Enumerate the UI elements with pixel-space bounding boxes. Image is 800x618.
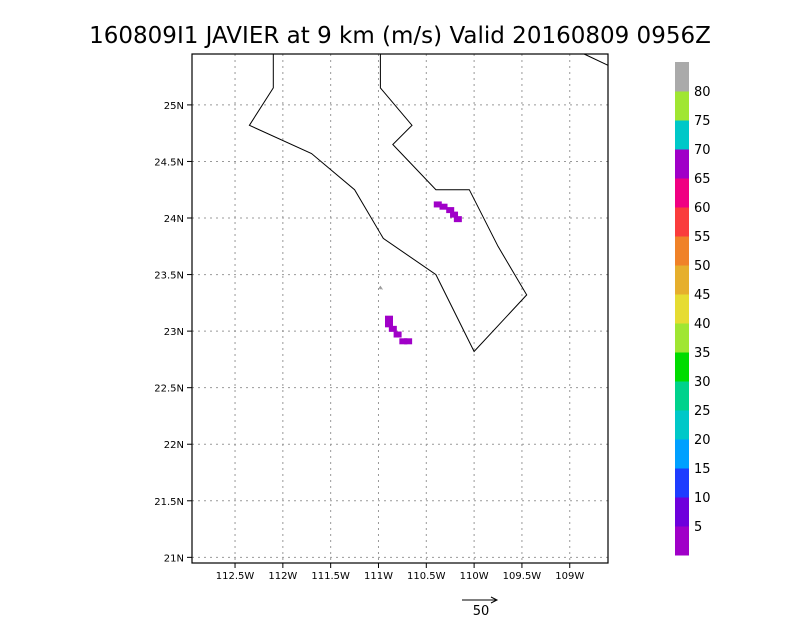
reference-vector: 50 <box>462 596 499 618</box>
colorbar-label: 50 <box>694 259 711 274</box>
colorbar-label: 10 <box>694 491 711 506</box>
x-tick-label: 110.5W <box>407 571 446 582</box>
wind-vector-head <box>377 285 383 290</box>
y-tick-label: 24.5N <box>154 157 184 168</box>
reference-vector-label: 50 <box>473 604 490 618</box>
colorbar-label: 15 <box>694 462 711 477</box>
colorbar-label: 55 <box>694 230 711 245</box>
wind-speed-cell <box>388 325 397 332</box>
y-tick-label: 24N <box>164 214 184 225</box>
colorbar-segment <box>675 62 689 92</box>
colorbar-segment <box>675 468 689 498</box>
y-tick-label: 25N <box>164 101 184 112</box>
colorbar-label: 65 <box>694 172 711 187</box>
wind-speed-cell <box>446 207 455 214</box>
y-tick-label: 22.5N <box>154 384 184 395</box>
coastline <box>583 53 609 66</box>
colorbar-segment <box>675 294 689 324</box>
wind-speed-cell <box>453 216 462 223</box>
x-tick-label: 112.5W <box>216 571 255 582</box>
colorbar-segment <box>675 178 689 208</box>
coastline <box>248 54 528 353</box>
y-tick-label: 21.5N <box>154 497 184 508</box>
wind-speed-cell <box>393 331 402 338</box>
colorbar-label: 30 <box>694 375 711 390</box>
colorbar-segment <box>675 352 689 382</box>
wind-speed-cell <box>385 315 394 322</box>
y-tick-label: 21N <box>164 553 184 564</box>
colorbar-segment <box>675 526 689 556</box>
x-tick-label: 111.5W <box>311 571 350 582</box>
colorbar-label: 75 <box>694 114 711 129</box>
colorbar: 5 10 15 20 25 30 35 40 45 50 55 60 65 70 75 80 <box>675 62 711 556</box>
wind-vectors <box>377 285 383 290</box>
colorbar-label: 5 <box>694 520 702 535</box>
colorbar-label: 80 <box>694 85 711 100</box>
x-tick-label: 109.5W <box>503 571 542 582</box>
colorbar-segment <box>675 497 689 527</box>
wind-speed-cell <box>433 201 442 208</box>
colorbar-label: 25 <box>694 404 711 419</box>
x-tick-label: 112W <box>268 571 297 582</box>
wind-speed-cell <box>385 321 394 328</box>
colorbar-segment <box>675 236 689 266</box>
wind-speed-cell <box>399 338 408 345</box>
y-tick-label: 23N <box>164 327 184 338</box>
colorbar-segment <box>675 120 689 150</box>
wind-speed-cells <box>385 201 462 345</box>
colorbar-label: 40 <box>694 317 711 332</box>
colorbar-segment <box>675 439 689 469</box>
chart-title: 160809I1 JAVIER at 9 km (m/s) Valid 2016… <box>89 23 711 49</box>
x-axis-ticks: 112.5W 112W 111.5W 111W 110.5W 110W 109.5W 109W <box>216 563 584 582</box>
wind-speed-cell <box>404 338 413 345</box>
colorbar-label: 45 <box>694 288 711 303</box>
coastlines <box>248 53 609 353</box>
reference-vector-arrowhead <box>490 596 499 604</box>
y-tick-label: 22N <box>164 440 184 451</box>
wind-speed-cell <box>439 203 448 210</box>
colorbar-label: 70 <box>694 143 711 158</box>
colorbar-label: 20 <box>694 433 711 448</box>
wind-speed-cell <box>450 211 459 218</box>
y-axis-ticks: 21N 21.5N 22N 22.5N 23N 23.5N 24N 24.5N 25N <box>154 101 192 564</box>
y-tick-label: 23.5N <box>154 271 184 282</box>
colorbar-segment <box>675 149 689 179</box>
x-tick-label: 111W <box>364 571 393 582</box>
colorbar-segment <box>675 265 689 295</box>
colorbar-segment <box>675 410 689 440</box>
map-area <box>191 53 609 564</box>
x-tick-label: 109W <box>555 571 584 582</box>
colorbar-segment <box>675 91 689 121</box>
colorbar-segment <box>675 207 689 237</box>
x-tick-label: 110W <box>460 571 489 582</box>
plot-frame <box>191 53 609 564</box>
colorbar-segment <box>675 323 689 353</box>
colorbar-label: 60 <box>694 201 711 216</box>
colorbar-label: 35 <box>694 346 711 361</box>
colorbar-segment <box>675 381 689 411</box>
grid-lines <box>192 54 608 563</box>
